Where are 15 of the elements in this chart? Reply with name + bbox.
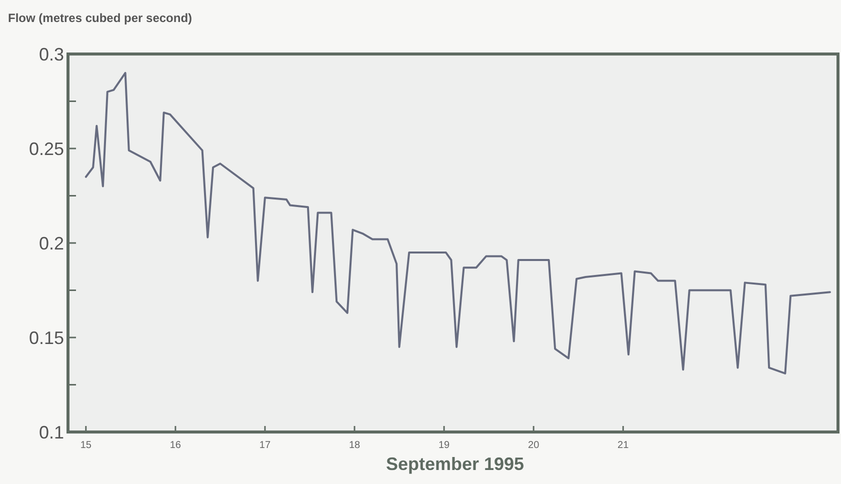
x-tick-label: 18 — [348, 440, 361, 451]
y-tick-label: 0.15 — [28, 328, 64, 348]
x-tick-label: 20 — [528, 440, 540, 451]
y-tick-label: 0.25 — [28, 138, 64, 159]
y-axis-title: Flow (metres cubed per second) — [8, 11, 192, 25]
x-tick-label: 16 — [170, 440, 182, 451]
x-tick-label: 19 — [438, 440, 450, 451]
y-tick-label: 0.3 — [38, 44, 64, 64]
x-axis-title: September 1995 — [386, 454, 524, 474]
line-series — [84, 72, 831, 374]
y-tick-label: 0.2 — [38, 233, 64, 254]
x-tick-label: 17 — [259, 440, 271, 451]
x-tick-label: 15 — [80, 440, 92, 451]
y-tick-label: 0.1 — [38, 422, 64, 442]
x-tick-label: 21 — [618, 440, 630, 451]
